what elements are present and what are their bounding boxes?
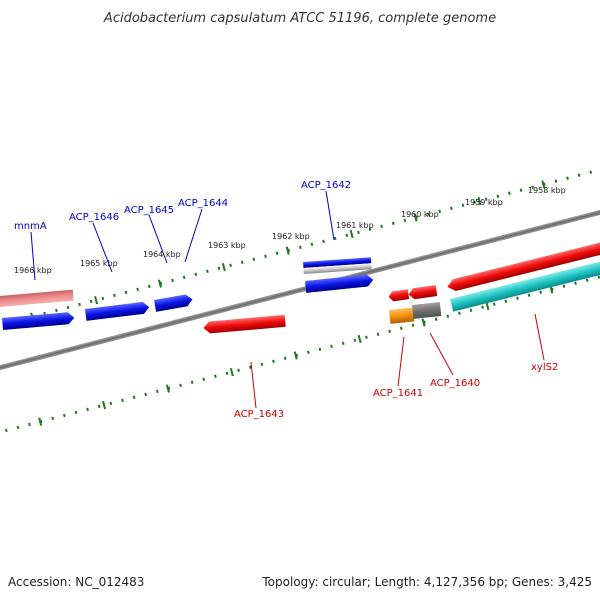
leader-line: [30, 231, 36, 281]
scale-label: 1958 kbp: [528, 186, 566, 195]
gene-label-ACP_1641[interactable]: ACP_1641: [373, 388, 423, 399]
leader-line: [148, 214, 168, 264]
leader-line: [92, 222, 113, 273]
scale-label: 1960 kbp: [401, 210, 439, 219]
gene-ACP_1642-lower[interactable]: [305, 274, 374, 293]
gene-ACP_1646-left[interactable]: [2, 312, 75, 330]
genome-summary-text: Topology: circular; Length: 4,127,356 bp…: [261, 575, 592, 589]
gene-label-ACP_1643[interactable]: ACP_1643: [234, 409, 284, 420]
gene-label-mnmA[interactable]: mnmA: [14, 221, 47, 232]
scale-track-upper: [0, 166, 600, 331]
scale-label: 1966 kbp: [14, 266, 52, 275]
gene-ACP_1640-gray[interactable]: [412, 302, 442, 319]
reverse-strand-genes: [203, 242, 600, 334]
gene-ACP_1641[interactable]: [388, 289, 410, 302]
leader-line: [325, 190, 335, 241]
gene-labels: mnmA ACP_1646 ACP_1645 ACP_1644 ACP_1642…: [14, 180, 558, 420]
forward-strand-genes: [0, 257, 374, 330]
gene-label-ACP_1640[interactable]: ACP_1640: [430, 378, 480, 389]
gene-ACP_1646[interactable]: [85, 301, 150, 321]
gene-label-ACP_1642[interactable]: ACP_1642: [301, 180, 351, 191]
scale-label: 1965 kbp: [80, 259, 118, 268]
scale-labels: 1966 kbp 1965 kbp 1964 kbp 1963 kbp 1962…: [14, 186, 566, 275]
map-title: Acidobacterium capsulatum ATCC 51196, co…: [103, 11, 496, 26]
gene-label-ACP_1645[interactable]: ACP_1645: [124, 205, 174, 216]
scale-label: 1963 kbp: [208, 241, 246, 250]
scale-dots-upper: [0, 166, 600, 331]
gene-ACP_1641-orange[interactable]: [389, 307, 415, 324]
scale-label: 1961 kbp: [336, 221, 374, 230]
gene-label-xylS2[interactable]: xylS2: [531, 362, 558, 373]
leader-line: [429, 332, 454, 376]
accession-text: Accession: NC_012483: [8, 575, 144, 589]
genome-backbone: [0, 207, 600, 373]
scale-label: 1962 kbp: [272, 232, 310, 241]
leader-line: [534, 313, 545, 361]
gene-label-ACP_1646[interactable]: ACP_1646: [69, 212, 119, 223]
gene-ACP_1645[interactable]: [154, 293, 194, 312]
gene-ACP_1643[interactable]: [203, 314, 286, 334]
gene-xylS2-red[interactable]: [446, 242, 600, 292]
leader-line: [250, 361, 257, 409]
gene-ACP_1642[interactable]: [303, 257, 372, 274]
gene-mnmA[interactable]: [0, 289, 74, 308]
gene-ACP_1640[interactable]: [408, 285, 438, 300]
scale-major-ticks: [30, 180, 546, 321]
scale-dots-lower: [0, 271, 600, 436]
gene-xylS2[interactable]: [450, 260, 600, 312]
leader-line: [397, 336, 405, 387]
gene-label-ACP_1644[interactable]: ACP_1644: [178, 198, 228, 209]
scale-label: 1959 kbp: [465, 198, 503, 207]
leader-line: [184, 208, 203, 263]
scale-track-lower: [0, 271, 600, 436]
scale-label: 1964 kbp: [143, 250, 181, 259]
